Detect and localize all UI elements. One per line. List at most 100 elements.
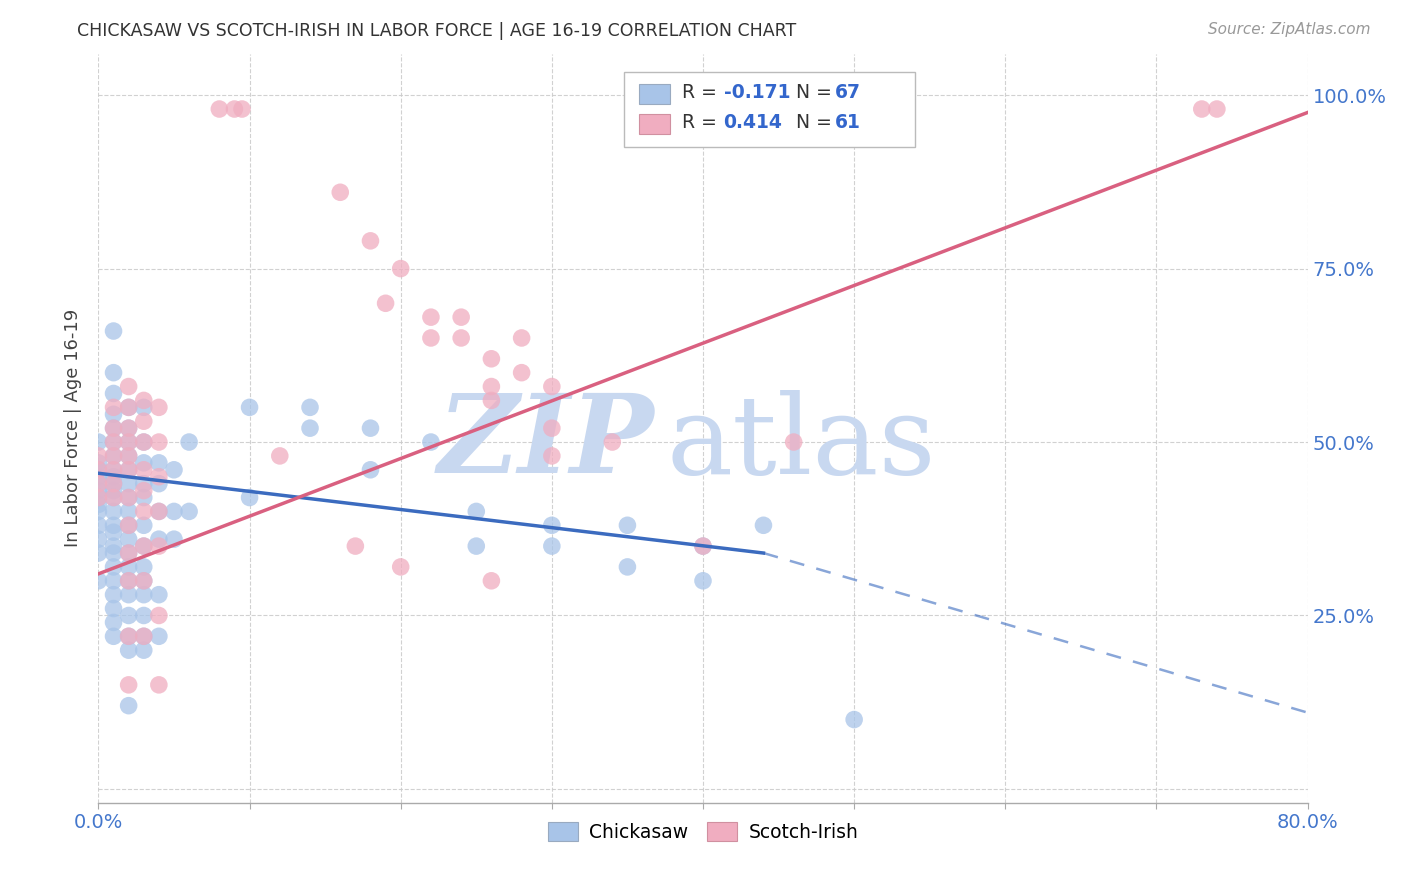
Point	[103, 449, 125, 463]
Point	[103, 469, 125, 483]
Point	[148, 435, 170, 450]
Point	[118, 449, 141, 463]
Point	[132, 629, 155, 643]
Point	[118, 546, 141, 560]
Point	[132, 574, 155, 588]
Point	[481, 379, 503, 393]
Point	[118, 643, 141, 657]
Point	[118, 588, 141, 602]
Point	[148, 678, 170, 692]
Point	[103, 491, 125, 505]
Point	[132, 414, 155, 428]
Point	[540, 421, 562, 435]
Point	[148, 469, 170, 483]
Point	[783, 435, 806, 450]
Point	[692, 574, 714, 588]
Point	[118, 421, 141, 435]
Point	[118, 629, 141, 643]
Text: ZIP: ZIP	[439, 390, 655, 497]
Point	[118, 518, 141, 533]
Legend: Chickasaw, Scotch-Irish: Chickasaw, Scotch-Irish	[540, 814, 866, 849]
Point	[344, 539, 367, 553]
Point	[389, 261, 412, 276]
Point	[87, 449, 110, 463]
Point	[103, 476, 125, 491]
Point	[540, 379, 562, 393]
Point	[132, 401, 155, 415]
Point	[118, 463, 141, 477]
Point	[179, 504, 201, 518]
Point	[132, 588, 155, 602]
Point	[148, 456, 170, 470]
Text: 0.414: 0.414	[724, 113, 782, 132]
Point	[616, 518, 638, 533]
Point	[510, 331, 533, 345]
Point	[132, 491, 155, 505]
Point	[231, 102, 253, 116]
Point	[87, 532, 110, 546]
Point	[148, 504, 170, 518]
Point	[148, 539, 170, 553]
Point	[103, 491, 125, 505]
Point	[118, 401, 141, 415]
Point	[269, 449, 291, 463]
Point	[103, 615, 125, 630]
Point	[103, 401, 125, 415]
Point	[224, 102, 246, 116]
Point	[844, 713, 866, 727]
Point	[692, 539, 714, 553]
Point	[103, 463, 125, 477]
Point	[179, 435, 201, 450]
Point	[118, 504, 141, 518]
Point	[87, 491, 110, 505]
Point	[374, 296, 396, 310]
Text: N =: N =	[796, 83, 838, 102]
Point	[239, 491, 262, 505]
Point	[118, 574, 141, 588]
Point	[450, 331, 472, 345]
Point	[118, 435, 141, 450]
Point	[299, 401, 322, 415]
Point	[752, 518, 775, 533]
Text: R =: R =	[682, 113, 723, 132]
Point	[103, 476, 125, 491]
Point	[132, 504, 155, 518]
Point	[118, 678, 141, 692]
Point	[87, 476, 110, 491]
Point	[118, 463, 141, 477]
Point	[329, 186, 352, 200]
Point	[118, 560, 141, 574]
Point	[163, 463, 186, 477]
Point	[118, 449, 141, 463]
Point	[87, 463, 110, 477]
Point	[118, 491, 141, 505]
Text: Source: ZipAtlas.com: Source: ZipAtlas.com	[1208, 22, 1371, 37]
FancyBboxPatch shape	[624, 72, 915, 147]
Point	[87, 498, 110, 512]
Text: atlas: atlas	[666, 390, 936, 497]
Point	[389, 560, 412, 574]
Bar	[638, 84, 671, 103]
Point	[132, 435, 155, 450]
Point	[118, 401, 141, 415]
Point	[360, 463, 382, 477]
Point	[1206, 102, 1229, 116]
Point	[118, 379, 141, 393]
Point	[132, 643, 155, 657]
Point	[103, 435, 125, 450]
Point	[465, 504, 488, 518]
Point	[103, 421, 125, 435]
Point	[103, 525, 125, 540]
Point	[87, 574, 110, 588]
Point	[148, 629, 170, 643]
Point	[132, 393, 155, 408]
Point	[103, 601, 125, 615]
Point	[510, 366, 533, 380]
Point	[103, 560, 125, 574]
Point	[208, 102, 231, 116]
Point	[420, 435, 443, 450]
Text: 67: 67	[835, 83, 860, 102]
Point	[103, 504, 125, 518]
Point	[132, 518, 155, 533]
Point	[118, 698, 141, 713]
